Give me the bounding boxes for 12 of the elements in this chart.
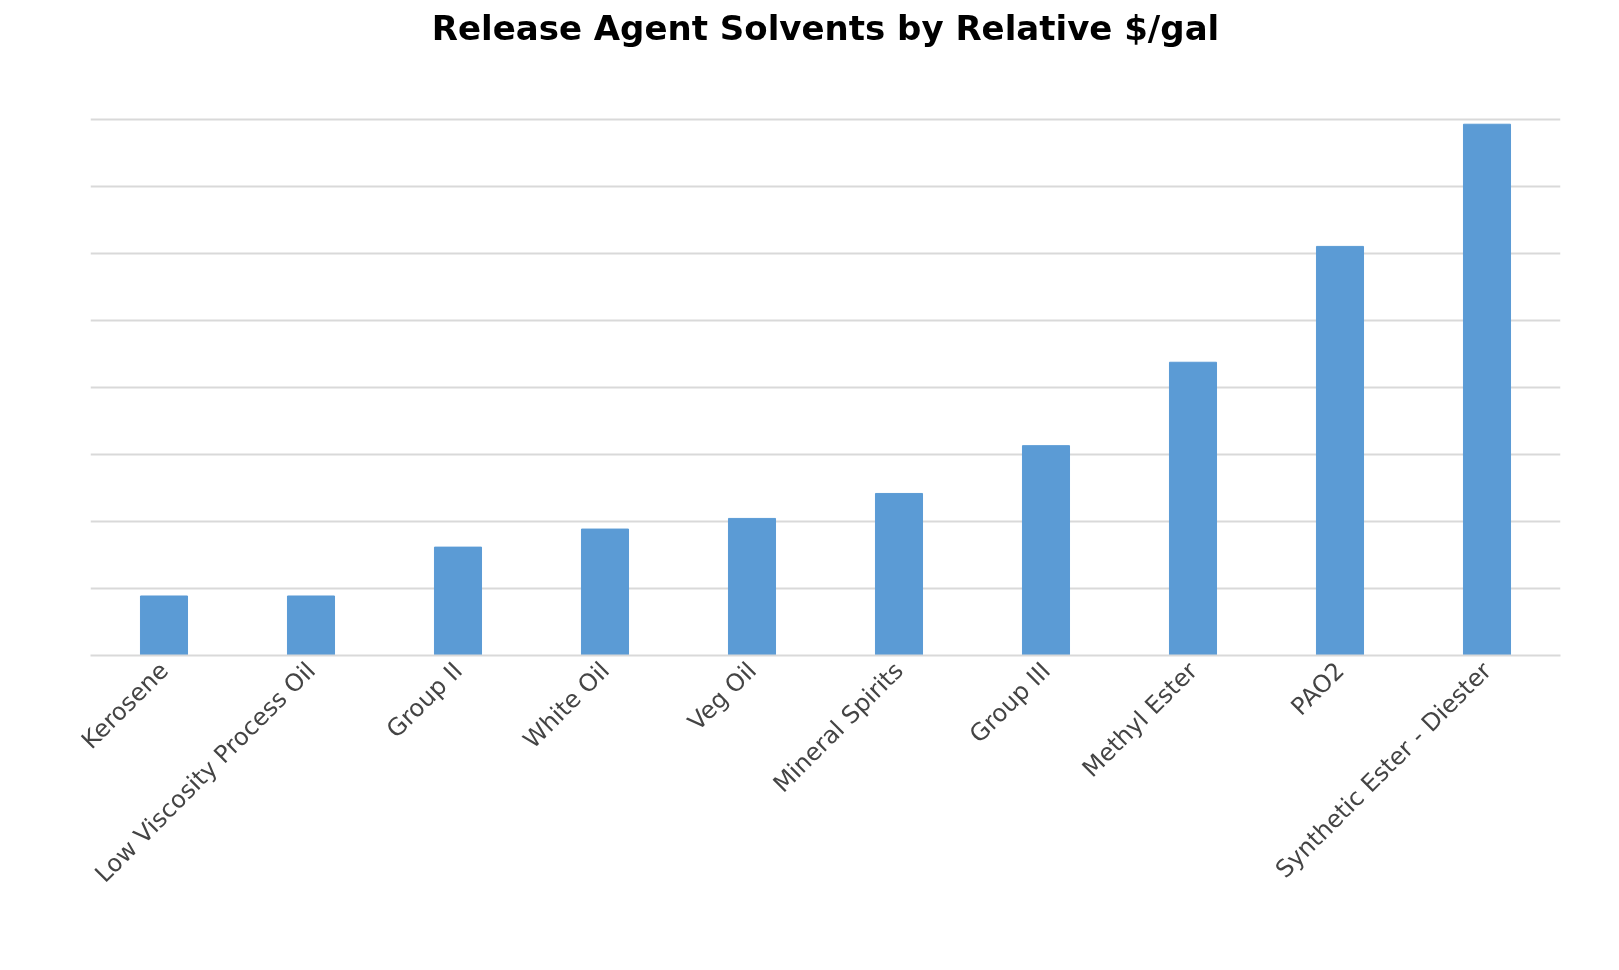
bar: [1462, 123, 1512, 656]
bar: [1021, 445, 1071, 656]
bar: [1168, 361, 1218, 656]
bar: [1315, 245, 1365, 656]
bar: [139, 595, 189, 656]
bar: [286, 595, 336, 656]
chart-title: Release Agent Solvents by Relative $/gal: [431, 7, 1220, 48]
bar: [580, 528, 630, 656]
bar: [433, 546, 483, 656]
bar: [727, 517, 777, 656]
x-tick-label: Veg Oil: [682, 656, 762, 737]
bar: [874, 492, 924, 656]
